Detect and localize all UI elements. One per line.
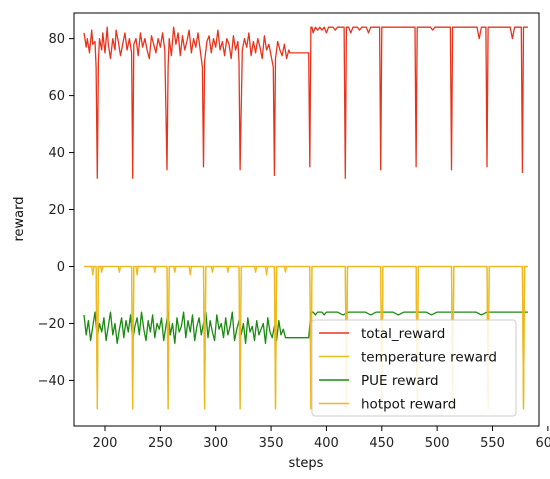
legend-label: temperature reward	[361, 350, 497, 366]
x-axis-label: steps	[289, 456, 324, 471]
x-tick-label: 450	[369, 436, 394, 451]
legend-label: PUE reward	[361, 373, 439, 389]
x-tick-label: 200	[93, 436, 118, 451]
y-tick-label: 40	[48, 146, 65, 161]
series-layer	[83, 26, 528, 410]
series-line-4	[84, 265, 528, 410]
y-tick-label: 80	[48, 32, 65, 47]
x-tick-label: 300	[203, 436, 228, 451]
y-tick-label: 20	[48, 203, 65, 218]
y-axis-label: reward	[12, 196, 27, 241]
x-tick-label: 350	[259, 436, 284, 451]
x-tick-label: 250	[148, 436, 173, 451]
legend-box	[311, 319, 517, 417]
series-line-1	[83, 26, 528, 179]
legend-label: hotpot reward	[361, 397, 456, 413]
legend: total_reward temperature reward PUE reward…	[311, 319, 517, 417]
x-tick-label: 600	[535, 436, 550, 451]
y-tick-label: 60	[48, 89, 65, 104]
y-axis: −40 −20 0 20 40 60 80	[38, 32, 74, 389]
y-tick-label: −40	[38, 374, 65, 389]
legend-label: total_reward	[361, 326, 445, 342]
x-tick-label: 400	[314, 436, 339, 451]
plot-frame	[73, 12, 540, 427]
x-tick-label: 500	[425, 436, 450, 451]
x-tick-label: 550	[480, 436, 505, 451]
x-axis: 200 250 300 350 400 450 500 550 600	[93, 426, 550, 451]
y-tick-label: 0	[57, 260, 65, 275]
y-tick-label: −20	[38, 317, 65, 332]
